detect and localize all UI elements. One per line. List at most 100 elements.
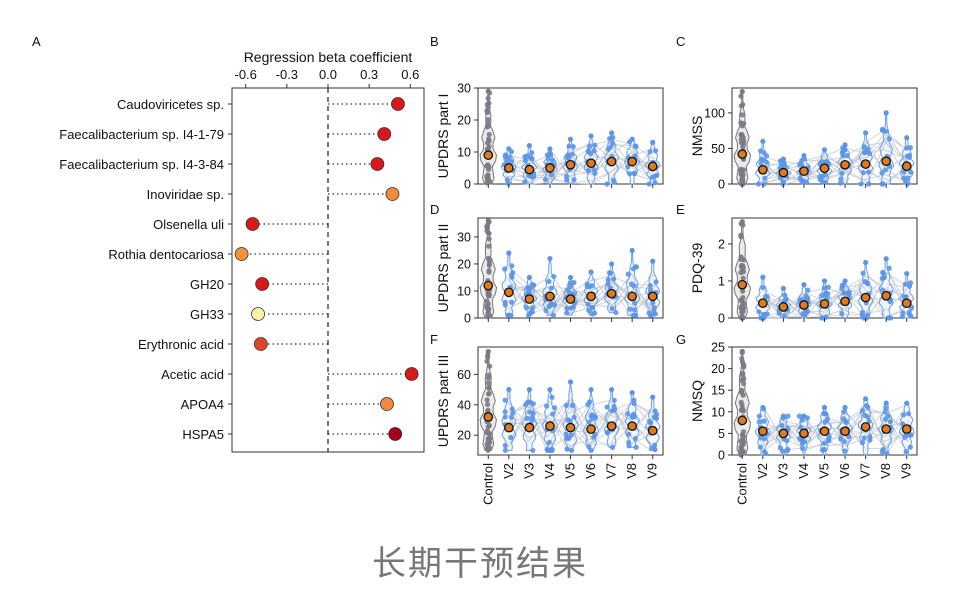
data-point (879, 181, 885, 187)
data-point (485, 162, 491, 168)
mean-marker (627, 156, 638, 167)
x-tick-label: V6 (837, 463, 852, 479)
data-point (739, 315, 745, 321)
data-point (544, 403, 550, 409)
mean-marker (860, 159, 871, 169)
data-point (826, 438, 832, 444)
data-point (630, 266, 636, 272)
data-point (882, 416, 888, 422)
mean-marker (545, 163, 555, 173)
data-point (841, 148, 847, 154)
mean-marker (840, 296, 850, 307)
data-point (569, 151, 575, 157)
data-point (738, 270, 744, 276)
mean-marker (483, 150, 494, 161)
data-point (604, 181, 610, 187)
data-point (569, 447, 575, 454)
max-point (863, 130, 869, 136)
data-point (879, 127, 886, 133)
data-point (838, 435, 844, 441)
data-point (631, 307, 638, 313)
data-point (564, 435, 570, 441)
data-point (759, 315, 765, 321)
max-point (821, 147, 828, 153)
y-tick-label: 0 (718, 178, 725, 192)
x-tick-label: Control (734, 463, 749, 505)
mean-marker (503, 422, 514, 433)
data-point (502, 414, 508, 420)
max-point (739, 348, 745, 354)
data-point (739, 309, 745, 316)
data-point (627, 306, 633, 312)
data-point (758, 160, 764, 166)
data-point (817, 173, 823, 180)
data-point (756, 309, 762, 315)
data-point (486, 100, 492, 106)
data-point (609, 408, 615, 414)
data-point (648, 312, 655, 318)
data-point (881, 274, 888, 280)
data-point (525, 399, 531, 405)
max-point (863, 259, 869, 266)
data-point (757, 419, 763, 425)
data-point (738, 406, 745, 413)
lollipop-point (245, 217, 260, 231)
data-point (571, 177, 577, 183)
data-point (549, 394, 555, 400)
data-point (547, 152, 553, 158)
data-point (740, 380, 747, 387)
data-point (526, 312, 532, 318)
data-point (824, 159, 830, 165)
data-point (632, 435, 639, 442)
panel-label: B (430, 34, 439, 49)
x-tick-label: V4 (796, 463, 811, 479)
data-point (740, 429, 747, 435)
data-point (586, 419, 592, 425)
y-tick-label: APOA4 (181, 397, 224, 412)
data-point (839, 170, 845, 176)
panel-label: C (676, 34, 685, 49)
data-point (859, 407, 866, 414)
y-tick-label: Faecalibacterium sp. I4-3-84 (59, 157, 224, 172)
patient-trajectory (507, 283, 656, 316)
data-point (887, 419, 893, 425)
data-point (592, 431, 598, 438)
mean-marker (860, 292, 871, 303)
mean-marker (778, 302, 789, 312)
data-point (865, 169, 872, 175)
mean-marker (881, 290, 892, 301)
y-tick-label: 20 (457, 114, 471, 128)
data-point (585, 301, 591, 307)
data-point (605, 146, 611, 152)
data-point (567, 305, 574, 311)
data-point (633, 444, 639, 450)
x-tick-label: V9 (645, 463, 660, 479)
data-point (762, 175, 768, 181)
x-tick-label: V8 (878, 463, 893, 479)
data-point (589, 416, 596, 422)
data-point (839, 285, 845, 291)
panel-b: B UPDRS part I 0 10 20 30 (430, 34, 664, 192)
data-point (757, 444, 764, 450)
data-point (866, 181, 872, 187)
data-point (864, 403, 870, 409)
panel-e: E PDQ-39 0 1 2 (676, 202, 918, 326)
data-point (738, 304, 744, 310)
data-point (629, 281, 635, 287)
data-point (586, 444, 592, 450)
data-point (566, 143, 572, 149)
data-point (799, 417, 805, 423)
data-point (485, 407, 491, 413)
data-point (502, 266, 508, 272)
y-tick-label: 30 (457, 82, 471, 96)
data-point (522, 157, 529, 164)
data-point (550, 411, 556, 417)
data-point (584, 284, 590, 290)
data-point (529, 305, 535, 311)
data-point (880, 446, 886, 453)
data-point (653, 148, 659, 154)
data-point (545, 156, 551, 162)
data-point (505, 180, 511, 187)
data-point (758, 435, 764, 441)
